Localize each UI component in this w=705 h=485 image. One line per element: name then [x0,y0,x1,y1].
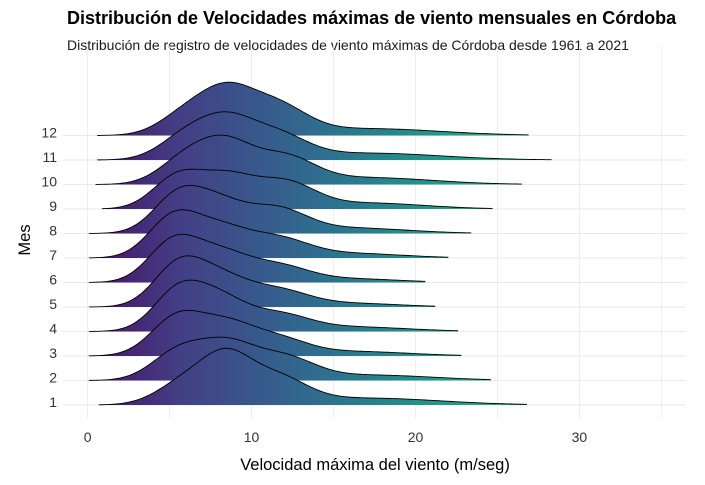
ridge-line-12 [96,81,529,136]
x-tick-labels: 0 10 20 30 [84,429,588,445]
y-tick-label: 8 [49,223,57,239]
y-tick-label: 12 [41,125,57,141]
ridge-line-7 [88,209,449,259]
ridge-line-6 [88,233,426,283]
x-axis-title: Velocidad máxima del viento (m/seg) [240,456,510,474]
chart-subtitle: Distribución de registro de velocidades … [67,37,629,53]
y-axis-title: Mes [16,224,34,255]
y-tick-label: 4 [49,321,57,337]
chart-title: Distribución de Velocidades máximas de v… [67,8,677,28]
y-tick-label: 10 [41,174,57,190]
ridge-line-8 [88,184,472,234]
x-tick-label: 20 [408,429,424,445]
y-tick-label: 2 [49,370,57,386]
ridge-line-1 [98,347,527,406]
ridge-line-10 [95,134,523,185]
y-tick-label: 11 [42,149,57,165]
ridge-line-4 [88,279,459,332]
y-tick-label: 9 [49,198,57,214]
ridge-line-3 [88,309,462,357]
x-tick-label: 0 [84,429,92,445]
y-tick-label: 6 [49,272,57,288]
y-tick-label: 7 [49,247,57,263]
y-tick-label: 3 [49,345,57,361]
ridge-line-11 [96,111,552,161]
y-tick-label: 5 [49,296,57,312]
ridge-series [88,81,552,406]
x-tick-label: 10 [244,429,260,445]
ridge-line-2 [88,336,491,381]
ridge-line-9 [101,168,493,210]
y-tick-label: 1 [49,394,57,410]
ridge-area-12 [97,82,529,136]
ridge-line-5 [88,255,436,308]
ridge-area-1 [99,348,527,405]
x-tick-label: 30 [572,429,588,445]
